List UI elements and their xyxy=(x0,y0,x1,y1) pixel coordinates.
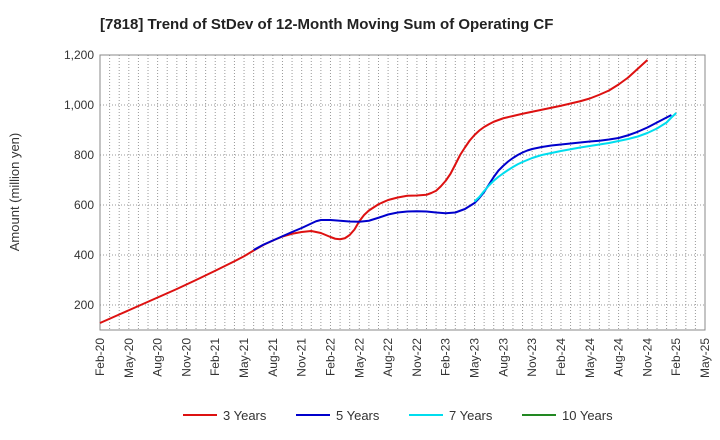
x-tick-label: Aug-24 xyxy=(612,338,626,377)
y-tick-label: 200 xyxy=(74,298,94,312)
x-tick-label: Nov-24 xyxy=(640,338,654,377)
y-tick-label: 600 xyxy=(74,198,94,212)
y-axis-label: Amount (million yen) xyxy=(7,133,22,252)
chart-title: [7818] Trend of StDev of 12-Month Moving… xyxy=(100,16,553,33)
legend: 3 Years 5 Years 7 Years 10 Years xyxy=(183,408,613,423)
x-tick-label: Feb-21 xyxy=(208,338,222,376)
series-line-7-years xyxy=(473,112,677,203)
legend-label: 3 Years xyxy=(223,408,267,423)
plot-frame xyxy=(99,54,706,331)
x-tick-label: May-23 xyxy=(468,338,482,378)
x-axis-ticks: Feb-20 May-20 Aug-20 Nov-20 Feb-21 May-21 Aug-… xyxy=(93,338,712,378)
legend-label: 5 Years xyxy=(336,408,380,423)
x-tick-label: Nov-23 xyxy=(525,338,539,377)
legend-label: 7 Years xyxy=(449,408,493,423)
x-tick-label: Aug-22 xyxy=(381,338,395,377)
series-lines xyxy=(99,59,677,324)
x-tick-label: Aug-20 xyxy=(151,338,165,377)
x-tick-label: Feb-20 xyxy=(93,338,107,376)
x-tick-label: Feb-25 xyxy=(669,338,683,376)
x-tick-label: May-24 xyxy=(583,338,597,378)
y-tick-label: 800 xyxy=(74,148,94,162)
x-tick-label: Nov-21 xyxy=(295,338,309,377)
x-tick-label: May-22 xyxy=(352,338,366,378)
x-tick-label: Nov-20 xyxy=(179,338,193,377)
y-tick-label: 400 xyxy=(74,248,94,262)
x-tick-label: May-25 xyxy=(698,338,712,378)
grid-lines xyxy=(100,54,705,330)
x-tick-label: Aug-23 xyxy=(496,338,510,377)
x-tick-label: Aug-21 xyxy=(266,338,280,377)
y-tick-label: 1,200 xyxy=(64,48,94,62)
x-tick-label: Feb-22 xyxy=(323,338,337,376)
x-tick-label: Feb-23 xyxy=(439,338,453,376)
x-tick-label: May-21 xyxy=(237,338,251,378)
legend-label: 10 Years xyxy=(562,408,613,423)
x-tick-label: Feb-24 xyxy=(554,338,568,376)
y-axis-ticks: 200 400 600 800 1,000 1,200 xyxy=(64,48,94,312)
x-tick-label: May-20 xyxy=(122,338,136,378)
y-tick-label: 1,000 xyxy=(64,98,94,112)
x-tick-label: Nov-22 xyxy=(410,338,424,377)
